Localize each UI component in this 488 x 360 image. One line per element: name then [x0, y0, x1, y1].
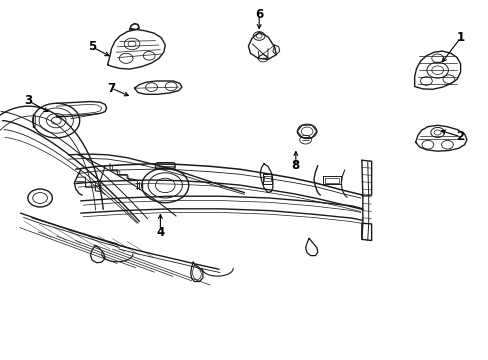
Text: 2: 2: [456, 130, 464, 143]
Text: 6: 6: [255, 8, 263, 21]
Text: 1: 1: [456, 31, 464, 44]
Text: 7: 7: [107, 82, 115, 95]
Text: 4: 4: [156, 226, 164, 239]
Text: 8: 8: [291, 159, 299, 172]
Text: 5: 5: [88, 40, 96, 53]
Text: 3: 3: [24, 94, 32, 107]
